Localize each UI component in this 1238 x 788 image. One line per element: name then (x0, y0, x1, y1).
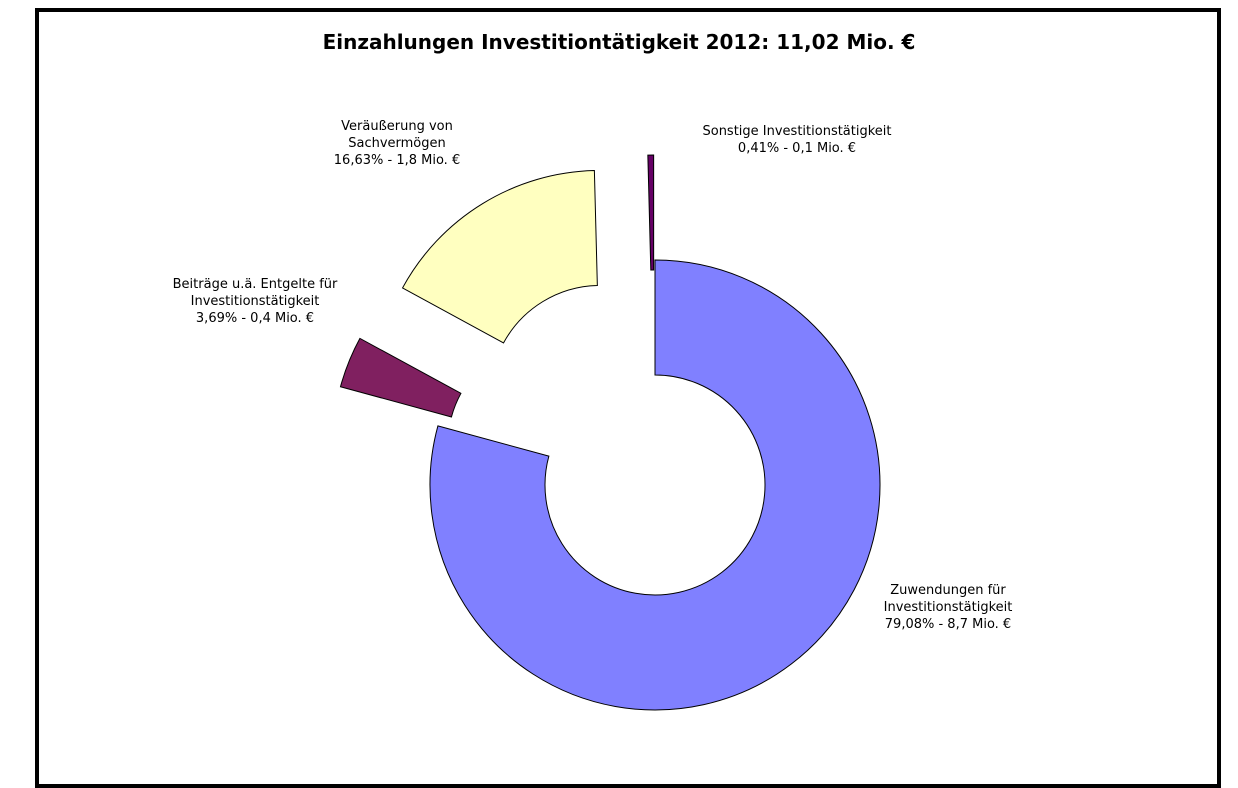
slice-label: Veräußerung von Sachvermögen 16,63% - 1,8… (334, 118, 460, 169)
chart-title: Einzahlungen Investitiontätigkeit 2012: … (322, 30, 916, 54)
value-label: 3,69% - 0,4 Mio. € (195, 311, 315, 326)
donut-slice (429, 259, 881, 711)
chart (339, 154, 881, 711)
value-label: 79,08% - 8,7 Mio. € (884, 617, 1012, 632)
category-label: Beiträge u.ä. Entgelte für Investitionst… (172, 277, 338, 309)
slice-label: Zuwendungen für Investitionstätigkeit 79,… (884, 582, 1013, 633)
slice-label: Sonstige Investitionstätigkeit 0,41% - 0,… (702, 123, 891, 157)
page: {"chart_data": {"type": "donut", "title"… (35, 8, 1221, 788)
donut-slice (647, 154, 655, 271)
category-label: Zuwendungen für Investitionstätigkeit (883, 583, 1013, 615)
donut-slice (339, 337, 462, 418)
donut-slice (401, 170, 598, 344)
category-label: Sonstige Investitionstätigkeit (702, 124, 892, 139)
slice-label: Beiträge u.ä. Entgelte für Investitionst… (173, 276, 338, 327)
value-label: 0,41% - 0,1 Mio. € (737, 141, 857, 156)
category-label: Veräußerung von Sachvermögen (341, 119, 453, 151)
value-label: 16,63% - 1,8 Mio. € (333, 153, 461, 168)
